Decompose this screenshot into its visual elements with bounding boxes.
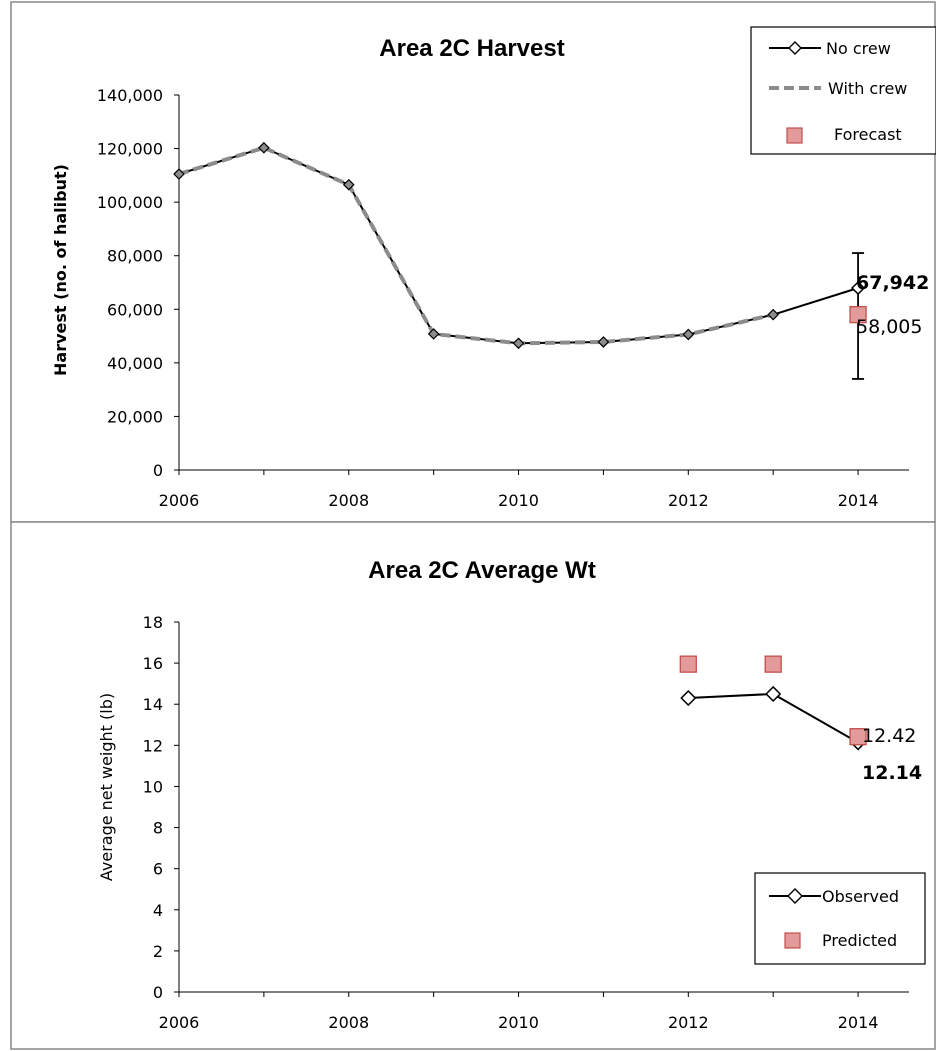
chart1-y-tick-label: 60,000: [107, 300, 163, 319]
chart1-x-tick-label: 2012: [668, 491, 709, 510]
chart1-annotations: 67,942 58,005: [856, 272, 929, 338]
chart1-series-with-crew-line: [178, 145, 774, 346]
legend-predicted-label: Predicted: [822, 931, 897, 950]
legend-forecast-marker-icon: [786, 127, 803, 144]
chart1-point-with-crew: [767, 308, 780, 321]
chart2-y-tick-label: 16: [143, 654, 163, 673]
legend-forecast-label: Forecast: [834, 125, 902, 144]
chart1-point-no-crew-2014: [851, 280, 866, 296]
chart2-annotation-observed: 12.14: [862, 762, 922, 784]
chart2-x-tick-label: 2014: [838, 1013, 879, 1032]
chart1-tick-labels: 0 20,000 40,000 60,000 80,000 100,000 120,000 1…: [97, 86, 879, 510]
chart2-x-tick-label: 2008: [328, 1013, 369, 1032]
chart1-title: Area 2C Harvest: [379, 35, 564, 62]
chart2-point-predicted: [764, 655, 782, 673]
chart1-point-with-crew: [597, 336, 610, 348]
chart2-y-tick-label: 0: [153, 983, 163, 1002]
chart2-y-tick-label: 6: [153, 860, 163, 879]
chart2-point-observed: [765, 685, 782, 703]
chart2-y-tick-label: 10: [143, 777, 163, 796]
chart2-x-tick-label: 2012: [668, 1013, 709, 1032]
chart1-x-tick-label: 2014: [838, 491, 879, 510]
chart2-y-tick-label: 14: [143, 695, 163, 714]
chart2-axes: [174, 621, 909, 997]
chart2-legend-box: [754, 872, 926, 965]
chart2-x-tick-label: 2010: [498, 1013, 539, 1032]
chart2-point-predicted: [679, 655, 697, 673]
chart1-point-with-crew: [512, 337, 525, 350]
chart1-y-tick-label: 0: [153, 461, 163, 480]
chart2-y-tick-label: 4: [153, 901, 163, 920]
chart1-series: [173, 141, 867, 380]
chart2-y-tick-label: 12: [143, 736, 163, 755]
legend-observed-marker-icon: [787, 888, 803, 904]
chart1-annotation-observed: 67,942: [856, 272, 929, 294]
chart2-tick-labels: 0 2 4 6 8 10 12 14 16 18 2006 2008 2010 2012 2014: [143, 613, 879, 1032]
chart1-axes: [174, 94, 909, 475]
chart1-point-with-crew: [342, 178, 355, 191]
chart1-y-tick-label: 140,000: [97, 86, 163, 105]
chart1-legend: No crew With crew Forecast: [750, 26, 936, 155]
chart1-y-tick-label: 20,000: [107, 407, 163, 426]
chart2-y-axis-label: Average net weight (lb): [97, 693, 116, 881]
chart1-y-axis-label: Harvest (no. of halibut): [51, 164, 70, 376]
chart1-point-with-crew: [682, 328, 695, 341]
chart1-point-forecast: [849, 305, 867, 324]
chart1-y-tick-label: 100,000: [97, 193, 163, 212]
chart1-x-tick-label: 2010: [498, 491, 539, 510]
chart1-y-tick-label: 80,000: [107, 247, 163, 266]
chart2-title: Area 2C Average Wt: [368, 557, 596, 584]
chart2-annotations: 12.42 12.14: [862, 725, 922, 784]
chart2-series: [679, 655, 867, 751]
chart2-x-tick-label: 2006: [159, 1013, 200, 1032]
legend-no-crew-label: No crew: [826, 39, 891, 58]
legend-no-crew-marker-icon: [788, 41, 802, 55]
chart2-y-tick-label: 2: [153, 942, 163, 961]
chart2-point-observed: [680, 689, 697, 707]
legend-with-crew-label: With crew: [828, 79, 907, 98]
chart1-point-with-crew: [258, 141, 270, 154]
chart1-point-with-crew: [427, 328, 440, 340]
chart2-y-tick-label: 8: [153, 819, 163, 838]
chart1-y-tick-label: 120,000: [97, 140, 163, 159]
legend-observed-label: Observed: [822, 887, 899, 906]
chart1-point-with-crew: [173, 168, 185, 180]
chart1-x-tick-label: 2006: [159, 491, 200, 510]
chart2-point-predicted: [849, 728, 867, 746]
chart1-annotation-forecast: 58,005: [856, 316, 922, 338]
chart1-y-tick-label: 40,000: [107, 354, 163, 373]
chart2-y-tick-label: 18: [143, 613, 163, 632]
legend-predicted-marker-icon: [784, 932, 801, 949]
chart2-legend: Observed Predicted: [754, 872, 926, 965]
chart2-annotation-predicted: 12.42: [862, 725, 916, 747]
chart1-x-tick-label: 2008: [328, 491, 369, 510]
